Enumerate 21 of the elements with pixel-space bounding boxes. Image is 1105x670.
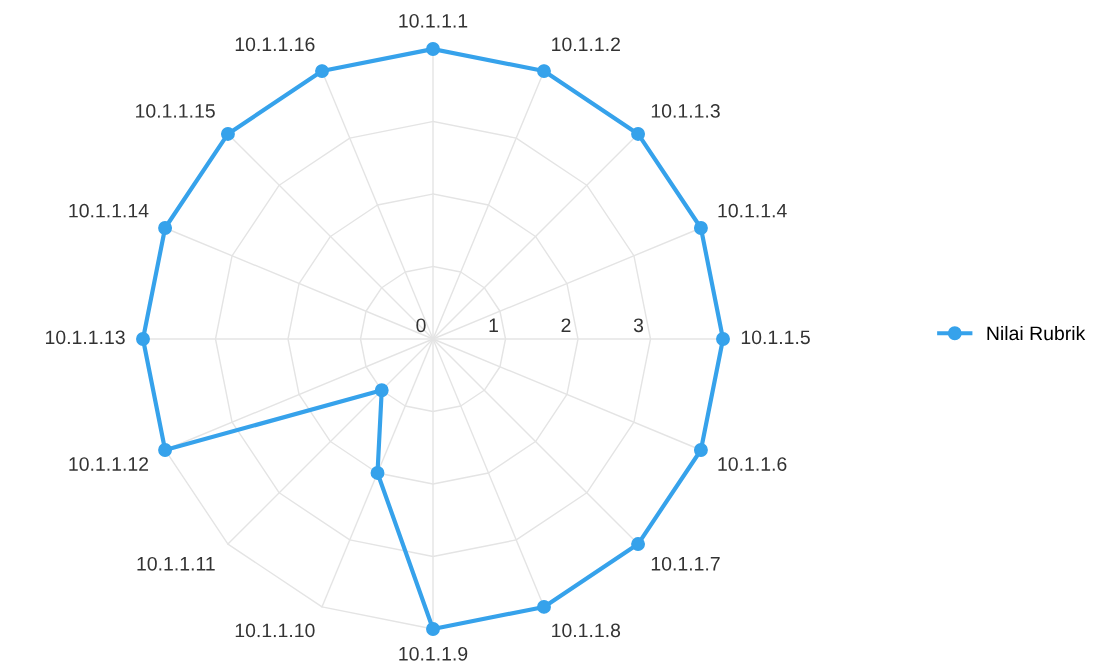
y-tick-label: 0 bbox=[416, 318, 426, 333]
spoke-label: 10.1.1.15 bbox=[136, 104, 215, 118]
spoke-label: 10.1.1.5 bbox=[741, 330, 810, 345]
spoke-label: 10.1.1.4 bbox=[718, 203, 787, 218]
y-tick-label: 2 bbox=[561, 318, 571, 332]
spoke-label: 10.1.1.8 bbox=[552, 623, 621, 638]
legend-label: Nilai Rubrik bbox=[987, 325, 1086, 341]
spoke-label: 10.1.1.7 bbox=[651, 556, 720, 571]
spoke-label: 10.1.1.2 bbox=[552, 37, 620, 52]
y-tick-label: 1 bbox=[489, 318, 498, 332]
spoke-label: 10.1.1.10 bbox=[235, 623, 315, 638]
spoke-label: 10.1.1.11 bbox=[137, 556, 215, 571]
spoke-label: 10.1.1.14 bbox=[69, 203, 149, 218]
spoke-label: 10.1.1.1 bbox=[399, 13, 468, 28]
y-tick-label: 3 bbox=[633, 318, 644, 333]
spoke-label: 10.1.1.9 bbox=[399, 646, 468, 661]
spoke-label: 10.1.1.13 bbox=[46, 330, 125, 345]
spoke-label: 10.1.1.12 bbox=[69, 457, 149, 471]
spoke-label: 10.1.1.6 bbox=[718, 457, 787, 471]
spoke-label: 10.1.1.16 bbox=[235, 37, 315, 52]
spoke-label: 10.1.1.3 bbox=[651, 104, 720, 118]
